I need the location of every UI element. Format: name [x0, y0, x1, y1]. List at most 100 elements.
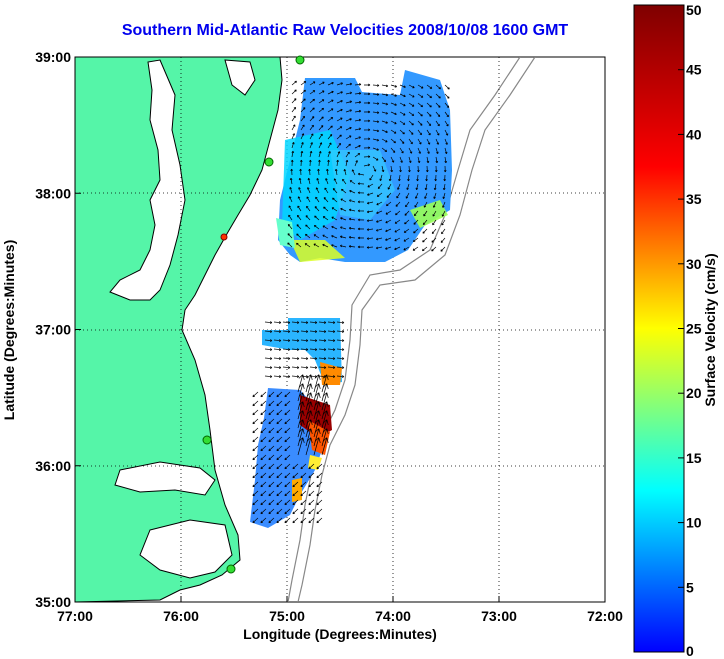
velocity-arrow — [345, 82, 353, 86]
velocity-arrow — [318, 90, 325, 95]
station-marker — [264, 157, 274, 167]
velocity-arrow — [298, 187, 302, 194]
velocity-arrow — [394, 219, 401, 224]
velocity-arrow — [340, 207, 347, 212]
velocity-arrow — [300, 463, 307, 470]
velocity-arrow — [408, 165, 411, 173]
velocity-arrow — [363, 163, 371, 167]
velocity-arrow — [300, 98, 306, 104]
velocity-arrow — [376, 210, 383, 214]
velocity-arrow — [415, 192, 419, 199]
velocity-arrow — [296, 224, 302, 230]
velocity-arrow — [331, 225, 338, 230]
velocity-arrow — [309, 124, 314, 131]
velocity-arrow — [313, 224, 320, 230]
velocity-arrow — [376, 219, 383, 223]
velocity-arrow — [252, 418, 259, 425]
colorbar-ticks: 0 5 10 15 20 25 30 35 40 45 50 — [678, 2, 702, 659]
velocity-arrow — [372, 156, 379, 161]
velocity-arrow — [426, 84, 433, 89]
velocity-arrow — [292, 499, 299, 506]
velocity-arrow — [268, 409, 275, 416]
velocity-arrow — [252, 490, 259, 497]
velocity-arrow — [276, 400, 283, 407]
colorbar-tick-label: 35 — [686, 191, 702, 207]
velocity-arrow — [309, 81, 316, 86]
velocity-arrow — [417, 129, 422, 136]
velocity-arrow — [363, 92, 371, 96]
velocity-arrow — [318, 330, 327, 333]
velocity-arrow — [260, 445, 267, 452]
velocity-arrow — [390, 120, 397, 125]
velocity-arrow — [433, 192, 437, 199]
velocity-arrow — [327, 81, 334, 86]
velocity-arrow — [260, 391, 267, 398]
velocity-arrow — [291, 133, 295, 140]
velocity-arrow — [276, 490, 283, 497]
velocity-arrow — [327, 339, 336, 342]
velocity-arrow — [313, 243, 320, 248]
velocity-arrow — [273, 348, 282, 351]
velocity-arrow — [349, 189, 356, 194]
velocity-arrow — [252, 409, 259, 416]
velocity-vectors — [252, 80, 450, 524]
velocity-arrow — [345, 151, 350, 158]
velocity-arrow — [300, 339, 309, 342]
velocity-arrow — [327, 108, 334, 113]
longitude-tick-label: 77:00 — [57, 608, 93, 624]
velocity-arrow — [273, 321, 282, 324]
velocity-arrow — [432, 210, 437, 217]
velocity-arrow — [395, 210, 401, 216]
velocity-arrow — [284, 499, 291, 506]
velocity-arrow — [252, 481, 259, 488]
velocity-arrow — [305, 428, 313, 447]
velocity-arrow — [252, 499, 259, 506]
velocity-arrow — [398, 174, 401, 182]
velocity-arrow — [309, 321, 318, 324]
velocity-arrow — [442, 183, 446, 191]
velocity-arrow — [300, 508, 307, 515]
velocity-arrow — [318, 133, 323, 140]
velocity-arrow — [268, 472, 275, 479]
velocity-arrow — [333, 178, 338, 185]
velocity-arrow — [292, 517, 299, 524]
velocity-arrow — [331, 244, 338, 248]
velocity-arrow — [340, 226, 347, 230]
velocity-arrow — [379, 174, 383, 182]
velocity-arrow — [314, 206, 320, 212]
velocity-arrow — [366, 246, 374, 249]
velocity-arrow — [309, 339, 318, 342]
velocity-arrow — [276, 472, 283, 479]
latitude-ticks: 35:00 36:00 37:00 38:00 39:00 — [35, 49, 81, 610]
velocity-arrow — [288, 214, 293, 221]
velocity-arrow — [305, 419, 313, 438]
velocity-arrow — [321, 374, 329, 393]
velocity-arrow — [394, 228, 401, 233]
velocity-arrow — [357, 172, 365, 176]
velocity-arrow — [327, 357, 336, 360]
velocity-arrow — [416, 174, 419, 182]
velocity-arrow — [316, 490, 323, 497]
velocity-arrow — [408, 84, 415, 89]
velocity-arrow — [252, 436, 259, 443]
velocity-arrow — [276, 391, 283, 398]
velocity-arrow — [408, 156, 412, 164]
velocity-arrow — [390, 147, 396, 153]
colorbar-tick-label: 10 — [686, 515, 702, 531]
velocity-arrow — [264, 330, 273, 333]
velocity-arrow — [327, 330, 336, 333]
velocity-arrow — [276, 427, 283, 434]
velocity-arrow — [321, 392, 329, 411]
pamlico-sound — [139, 519, 233, 579]
velocity-arrow — [282, 375, 291, 378]
velocity-arrow — [385, 237, 392, 241]
velocity-arrow — [435, 138, 440, 145]
velocity-arrow — [264, 348, 273, 351]
velocity-arrow — [363, 128, 371, 132]
velocity-arrow — [252, 472, 259, 479]
velocity-arrow — [417, 93, 424, 98]
velocity-arrow — [260, 490, 267, 497]
velocity-arrow — [413, 210, 419, 217]
velocity-arrow — [327, 366, 336, 369]
velocity-arrow — [404, 210, 410, 216]
